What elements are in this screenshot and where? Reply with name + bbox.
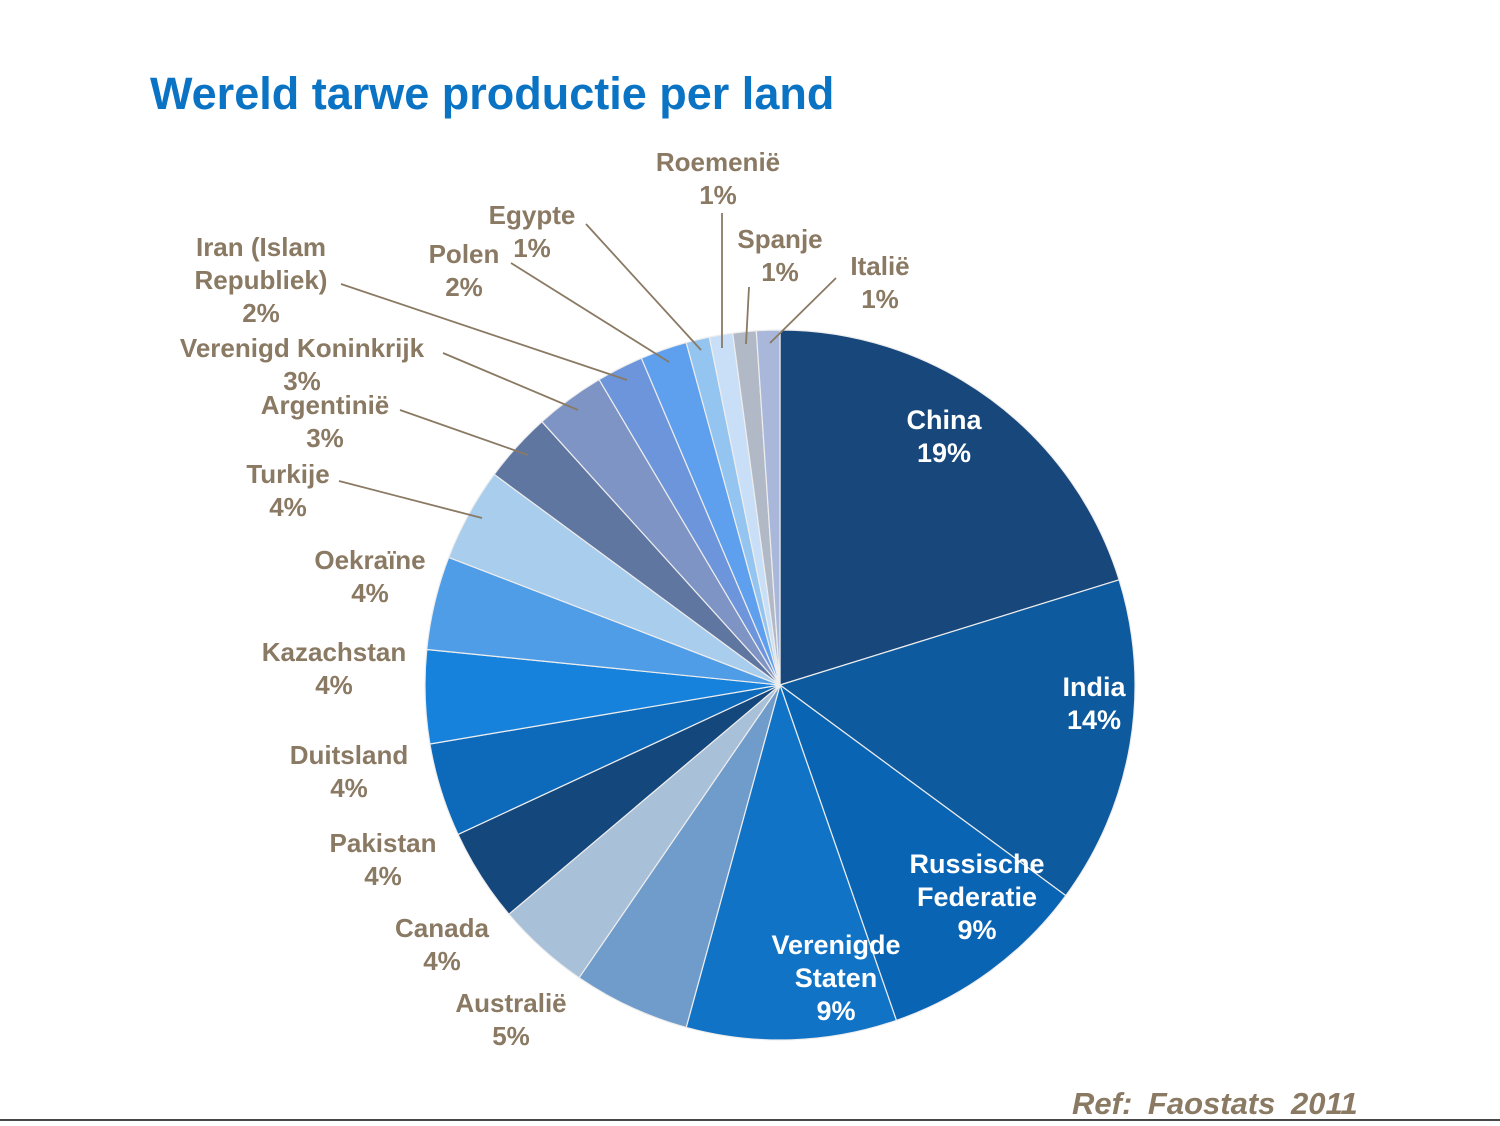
pie-slice-india <box>779 579 1136 897</box>
leader-line-egypte <box>585 223 702 351</box>
slice-label-oekra-ne: Oekraïne 4% <box>314 545 425 608</box>
slice-label-canada: Canada 4% <box>395 913 489 976</box>
source-reference: Ref: Faostats 2011 <box>1072 1086 1358 1121</box>
slice-label-itali: Italië 1% <box>850 251 909 314</box>
leader-line-itali <box>769 277 837 344</box>
slice-label-kazachstan: Kazachstan 4% <box>262 637 407 700</box>
slice-label-polen: Polen 2% <box>429 239 500 302</box>
slice-label-argentini: Argentinië 3% <box>261 390 390 453</box>
pie-slice-china <box>779 329 1120 686</box>
slice-label-india: India 14% <box>1062 672 1126 735</box>
slice-label-australi: Australië 5% <box>455 988 566 1051</box>
pie-slice-russische-federatie <box>779 684 1067 1021</box>
slice-label-china: China 19% <box>906 405 982 468</box>
slice-label-turkije: Turkije 4% <box>246 459 329 522</box>
slice-label-duitsland: Duitsland 4% <box>290 740 408 803</box>
slice-label-egypte: Egypte 1% <box>489 200 576 263</box>
leader-line-iran-islam-republiek <box>340 283 628 381</box>
pie-slice-verenigde-staten <box>685 684 897 1041</box>
leader-line-argentini <box>399 409 529 456</box>
slice-label-roemeni: Roemenië 1% <box>656 147 780 210</box>
slice-label-pakistan: Pakistan 4% <box>330 828 437 891</box>
leader-line-spanje <box>745 286 750 345</box>
slice-label-iran-islam-republiek: Iran (Islam Republiek) 2% <box>195 232 328 328</box>
chart-title: Wereld tarwe productie per land <box>150 68 835 119</box>
pie-slice-itali <box>755 329 781 686</box>
leader-line-verenigd-koninkrijk <box>442 352 579 411</box>
leader-line-polen <box>510 262 670 363</box>
slice-label-verenigde-staten: Verenigde Staten 9% <box>771 930 900 1026</box>
slice-label-russische-federatie: Russische Federatie 9% <box>909 849 1044 945</box>
slice-label-spanje: Spanje 1% <box>737 224 822 287</box>
bottom-divider <box>0 1119 1500 1121</box>
leader-line-turkije <box>338 480 483 519</box>
slice-label-verenigd-koninkrijk: Verenigd Koninkrijk 3% <box>180 333 425 396</box>
